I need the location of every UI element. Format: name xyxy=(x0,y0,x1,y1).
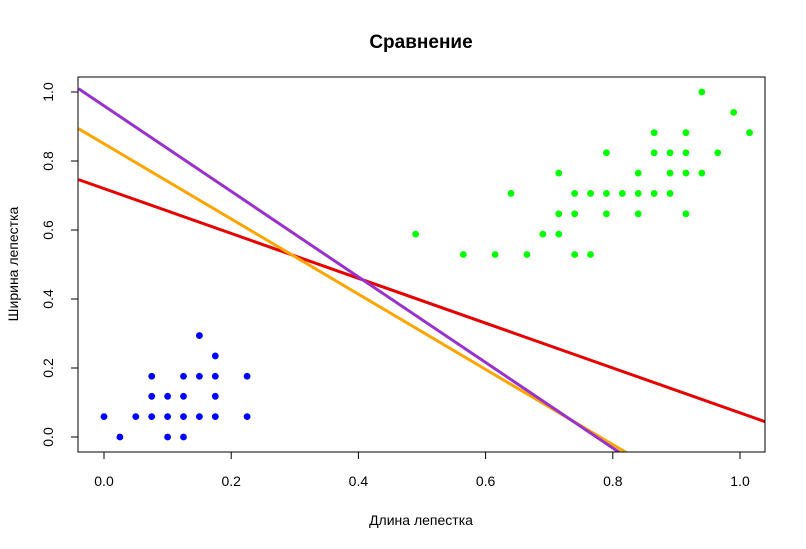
data-point-series-2 xyxy=(666,169,674,177)
data-point-series-1 xyxy=(148,392,156,400)
data-point-series-2 xyxy=(603,190,610,197)
x-tick-label: 1.0 xyxy=(730,473,750,489)
data-point-series-2 xyxy=(650,129,658,137)
data-point-series-2 xyxy=(555,210,563,218)
data-point-series-2 xyxy=(539,230,547,238)
data-point-series-2 xyxy=(555,230,563,238)
data-point-series-1 xyxy=(211,372,219,380)
x-tick-label: 0.8 xyxy=(603,473,623,489)
regression-lines xyxy=(78,87,765,452)
data-point-series-1 xyxy=(180,413,187,421)
data-point-series-2 xyxy=(682,129,690,137)
regression-line-2 xyxy=(78,127,629,452)
data-point-series-2 xyxy=(618,190,626,197)
data-point-series-2 xyxy=(746,129,753,137)
data-point-series-2 xyxy=(587,251,594,258)
data-point-series-1 xyxy=(164,433,172,441)
y-tick-label: 0.0 xyxy=(40,427,56,447)
data-point-series-2 xyxy=(666,190,674,197)
y-tick-label: 0.6 xyxy=(40,220,56,240)
data-point-series-2 xyxy=(412,230,420,238)
data-point-series-1 xyxy=(148,413,156,421)
data-point-series-1 xyxy=(243,413,251,421)
x-tick-label: 0.0 xyxy=(94,473,114,489)
data-point-series-1 xyxy=(180,433,187,441)
y-tick-label: 0.2 xyxy=(40,358,56,378)
data-point-series-2 xyxy=(682,149,690,157)
data-point-series-2 xyxy=(698,88,706,96)
x-tick-label: 0.4 xyxy=(349,473,369,489)
y-axis-label: Ширина лепестка xyxy=(5,206,21,321)
regression-line-1 xyxy=(78,178,765,424)
y-axis: 0.0 0.2 0.4 0.6 0.8 1.0 xyxy=(40,82,79,447)
data-point-series-2 xyxy=(491,251,499,258)
data-point-series-1 xyxy=(211,352,219,360)
data-point-series-1 xyxy=(211,392,219,400)
data-point-series-2 xyxy=(698,169,706,177)
x-tick-label: 0.6 xyxy=(476,473,496,489)
data-point-series-1 xyxy=(164,392,172,400)
chart-title: Сравнение xyxy=(369,32,472,53)
data-point-series-2 xyxy=(634,210,642,218)
data-point-series-2 xyxy=(714,149,722,157)
data-point-series-2 xyxy=(682,169,690,177)
data-point-series-2 xyxy=(603,210,610,218)
data-point-series-2 xyxy=(587,190,594,197)
data-point-series-2 xyxy=(682,210,690,218)
data-point-series-2 xyxy=(507,190,515,197)
data-point-series-1 xyxy=(148,372,156,380)
data-point-series-2 xyxy=(571,210,579,218)
data-point-series-1 xyxy=(196,413,203,421)
data-point-series-1 xyxy=(196,332,203,339)
data-point-series-2 xyxy=(730,108,738,116)
y-tick-label: 0.4 xyxy=(40,289,56,309)
y-tick-label: 1.0 xyxy=(40,82,56,102)
data-point-series-2 xyxy=(603,149,610,157)
data-point-series-1 xyxy=(132,413,140,421)
scatter-points xyxy=(100,88,753,441)
x-axis: 0.0 0.2 0.4 0.6 0.8 1.0 xyxy=(94,451,750,489)
data-point-series-2 xyxy=(666,149,674,157)
data-point-series-1 xyxy=(116,433,124,441)
data-point-series-1 xyxy=(243,372,251,380)
x-tick-label: 0.2 xyxy=(221,473,241,489)
data-point-series-2 xyxy=(571,251,579,258)
x-axis-label: Длина лепестка xyxy=(369,512,473,528)
data-point-series-2 xyxy=(634,169,642,177)
data-point-series-2 xyxy=(571,190,579,197)
data-point-series-1 xyxy=(164,413,172,421)
data-point-series-1 xyxy=(100,413,108,421)
data-point-series-1 xyxy=(196,372,203,380)
data-point-series-2 xyxy=(650,190,658,197)
data-point-series-2 xyxy=(459,251,467,258)
data-point-series-1 xyxy=(180,392,187,400)
data-point-series-2 xyxy=(650,149,658,157)
data-point-series-1 xyxy=(180,372,187,380)
data-point-series-2 xyxy=(523,251,531,258)
y-tick-label: 0.8 xyxy=(40,151,56,171)
data-point-series-1 xyxy=(211,413,219,421)
data-point-series-2 xyxy=(555,169,563,177)
data-point-series-2 xyxy=(634,190,642,197)
regression-line-3 xyxy=(78,87,622,452)
